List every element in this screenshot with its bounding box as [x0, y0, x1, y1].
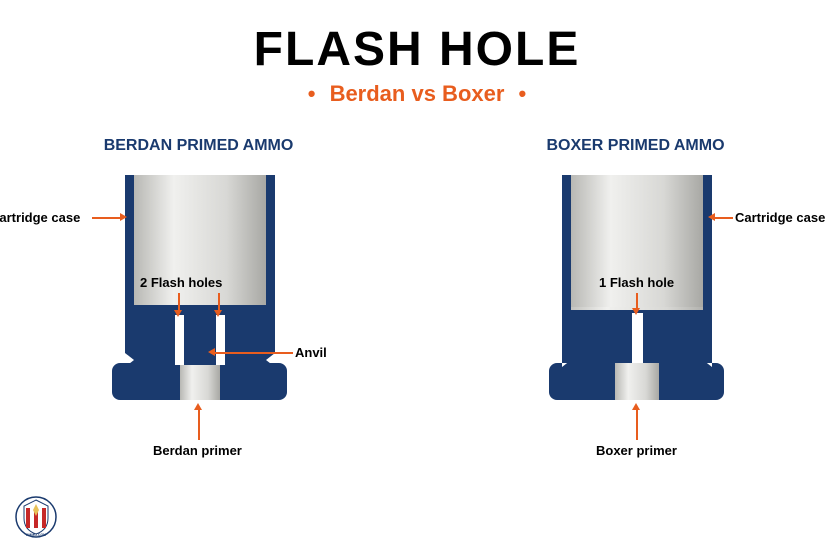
main-title: FLASH HOLE — [0, 0, 834, 77]
bullet-left: • — [308, 81, 316, 106]
boxer-title: BOXER PRIMED AMMO — [477, 137, 794, 155]
arrow-head — [174, 310, 182, 317]
arrow-head — [120, 213, 127, 221]
arrow-line — [218, 293, 220, 311]
bullet-right: • — [519, 81, 527, 106]
boxer-flash-hole-label: 1 Flash hole — [599, 275, 674, 290]
arrow-line — [178, 293, 180, 311]
boxer-cartridge-wrap: Cartridge case 1 Flash hole Boxer primer — [477, 175, 794, 495]
boxer-primer-label: Boxer primer — [596, 443, 677, 458]
berdan-cartridge-wrap: Cartridge case 2 Flash holes Anvil Berda… — [40, 175, 357, 495]
berdan-diagram: BERDAN PRIMED AMMO — [40, 137, 357, 495]
arrow-line — [215, 352, 293, 354]
diagrams-row: BERDAN PRIMED AMMO — [0, 137, 834, 495]
berdan-anvil-label: Anvil — [295, 345, 327, 360]
arrow-line — [198, 410, 200, 440]
berdan-title: BERDAN PRIMED AMMO — [40, 137, 357, 155]
arrow-head — [208, 348, 215, 356]
arrow-head — [632, 308, 640, 315]
berdan-cartridge-svg — [112, 175, 287, 405]
arrow-head — [632, 403, 640, 410]
berdan-cartridge-case-label: Cartridge case — [0, 210, 80, 225]
arrow-line — [636, 293, 638, 309]
subtitle: • Berdan vs Boxer • — [0, 81, 834, 107]
berdan-flash-holes-label: 2 Flash holes — [140, 275, 222, 290]
arrow-head — [214, 310, 222, 317]
subtitle-text: Berdan vs Boxer — [330, 81, 505, 106]
boxer-cartridge-svg — [549, 175, 724, 405]
ammo-logo: AMMO.COM — [15, 496, 57, 538]
svg-text:AMMO.COM: AMMO.COM — [26, 533, 46, 537]
infographic-container: FLASH HOLE • Berdan vs Boxer • BERDAN PR… — [0, 0, 834, 553]
arrow-line — [715, 217, 733, 219]
boxer-diagram: BOXER PRIMED AMMO — [477, 137, 794, 495]
boxer-cartridge-case-label: Cartridge case — [735, 210, 825, 225]
arrow-head — [708, 213, 715, 221]
arrow-line — [636, 410, 638, 440]
arrow-line — [92, 217, 120, 219]
arrow-head — [194, 403, 202, 410]
berdan-primer-label: Berdan primer — [153, 443, 242, 458]
